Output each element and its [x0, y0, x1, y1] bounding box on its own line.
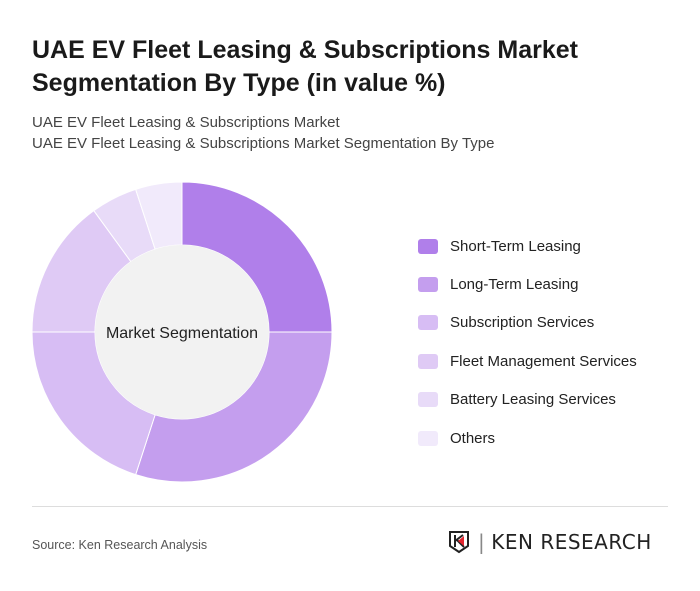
legend-label: Others: [450, 429, 496, 447]
legend-item: Short-Term Leasing: [418, 227, 637, 265]
legend-swatch: [418, 315, 438, 331]
center-label: Market Segmentation: [106, 325, 258, 342]
subtitle-segmentation: UAE EV Fleet Leasing & Subscriptions Mar…: [32, 135, 495, 152]
legend: Short-Term Leasing Long-Term Leasing Subsc…: [418, 227, 637, 457]
chart-title: UAE EV Fleet Leasing & Subscriptions Mar…: [32, 36, 578, 97]
legend-label: Battery Leasing Services: [450, 391, 616, 409]
legend-label: Subscription Services: [450, 314, 595, 332]
donut-center: [95, 245, 269, 419]
legend-label: Fleet Management Services: [450, 352, 637, 370]
divider: [32, 506, 668, 507]
source-text: Source: Ken Research Analysis: [32, 538, 208, 552]
legend-swatch: [418, 353, 438, 369]
legend-item: Subscription Services: [418, 304, 637, 342]
legend-swatch: [418, 238, 438, 254]
ken-logo-icon: [449, 531, 469, 554]
ken-research-logo: | KEN RESEARCH: [448, 530, 652, 554]
legend-swatch: [418, 392, 438, 408]
legend-item: Long-Term Leasing: [418, 265, 637, 303]
subtitle-market: UAE EV Fleet Leasing & Subscriptions Mar…: [32, 114, 340, 131]
legend-label: Long-Term Leasing: [450, 276, 579, 294]
logo-text: KEN RESEARCH: [491, 530, 652, 554]
legend-swatch: [418, 277, 438, 293]
legend-item: Battery Leasing Services: [418, 381, 637, 419]
legend-label: Short-Term Leasing: [450, 237, 581, 255]
legend-item: Fleet Management Services: [418, 342, 637, 380]
legend-swatch: [418, 430, 438, 446]
legend-item: Others: [418, 419, 637, 457]
